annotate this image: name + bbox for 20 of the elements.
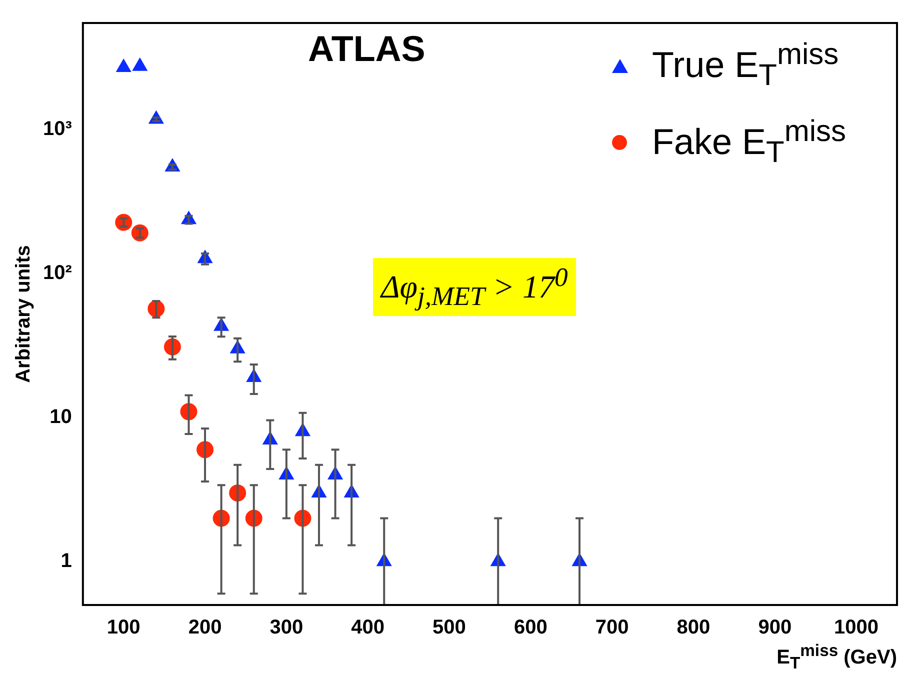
y-tick-label: 10² [43, 262, 72, 284]
y-tick-label: 10³ [43, 118, 72, 140]
y-tick-label: 1 [60, 550, 72, 572]
x-tick-label: 700 [595, 616, 629, 639]
x-axis-title: E$_{T}$$^{miss}$ (GeV) [776, 641, 897, 674]
x-tick-label: 1000 [834, 616, 879, 639]
annotation: ATLAS [308, 28, 426, 70]
x-tick-label: 200 [188, 616, 222, 639]
annotation: Δφ$_{j,MET}$ > 17$^{0}$ [373, 258, 576, 316]
point [116, 59, 132, 72]
y-tick-label: 10 [50, 406, 72, 428]
point [132, 58, 148, 71]
x-tick-label: 600 [514, 616, 548, 639]
x-tick-label: 300 [270, 616, 304, 639]
x-tick-label: 900 [758, 616, 792, 639]
x-tick-label: 500 [432, 616, 466, 639]
x-tick-label: 400 [351, 616, 385, 639]
x-tick-label: 800 [676, 616, 710, 639]
x-tick-label: 100 [106, 616, 140, 639]
y-axis-title: Arbitrary units [12, 245, 35, 383]
